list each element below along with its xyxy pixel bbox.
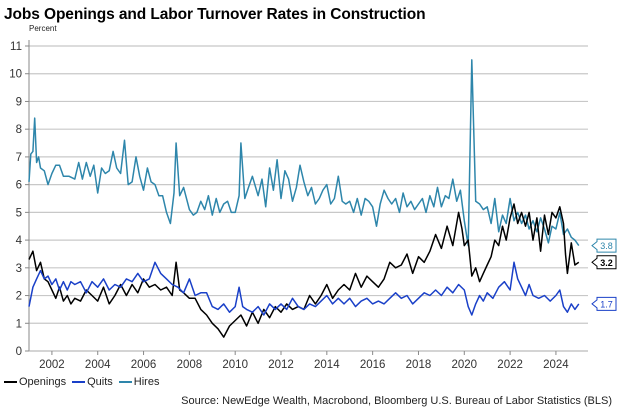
end-label-value: 3.8 — [600, 241, 613, 251]
series-line-openings — [28, 203, 580, 338]
end-label-openings: 3.2 — [591, 255, 617, 270]
legend: Openings Quits Hires — [4, 376, 159, 388]
x-tick-label: 2020 — [451, 359, 477, 371]
x-tick-label: 2022 — [497, 359, 523, 371]
x-tick-label: 2002 — [39, 359, 65, 371]
legend-swatch-openings — [4, 381, 17, 383]
y-tick-label: 5 — [16, 207, 22, 219]
x-tick-label: 2008 — [177, 359, 203, 371]
x-tick-label: 2010 — [222, 359, 248, 371]
x-tick-label: 2024 — [543, 359, 569, 371]
legend-label: Hires — [133, 376, 160, 388]
x-tick-labels: 2002 2004 2006 2008 2010 2012 2014 2016 2018 2020… — [39, 359, 569, 371]
series-line-hires — [28, 59, 580, 247]
x-tick-label: 2006 — [131, 359, 157, 371]
x-tick-label: 2012 — [268, 359, 294, 371]
legend-swatch-hires — [118, 381, 132, 383]
end-label-value: 1.7 — [600, 299, 613, 309]
y-axis-label: Percent — [29, 24, 57, 33]
legend-swatch-quits — [72, 381, 86, 383]
end-label-hires: 3.8 — [591, 238, 617, 253]
x-tick-label: 2004 — [85, 359, 111, 371]
end-label-value: 3.2 — [600, 258, 613, 268]
legend-item-openings[interactable]: Openings — [4, 376, 66, 388]
source-note: Source: NewEdge Wealth, Macrobond, Bloom… — [181, 395, 612, 407]
x-tick-label: 2018 — [406, 359, 432, 371]
y-tick-label: 2 — [16, 291, 22, 303]
y-tick-label: 7 — [16, 152, 22, 164]
y-tick-label: 11 — [10, 41, 22, 53]
legend-item-hires[interactable]: Hires — [118, 376, 160, 388]
end-value-labels: 3.2 1.7 3.8 — [591, 238, 617, 311]
y-tick-label: 4 — [16, 235, 23, 247]
axes — [25, 40, 588, 355]
chart-title: Jobs Openings and Labor Turnover Rates i… — [4, 6, 426, 23]
x-tick-label: 2014 — [314, 359, 340, 371]
y-tick-label: 0 — [16, 346, 22, 358]
legend-label: Quits — [87, 376, 113, 388]
legend-item-quits[interactable]: Quits — [72, 376, 113, 388]
x-tick-label: 2016 — [360, 359, 386, 371]
y-tick-label: 10 — [9, 69, 22, 81]
end-label-box — [591, 296, 617, 311]
legend-label: Openings — [19, 376, 67, 388]
y-tick-label: 9 — [16, 96, 22, 108]
y-tick-label: 8 — [16, 124, 22, 136]
series-line-quits — [28, 261, 580, 316]
y-tick-labels: 0 1 2 3 4 5 6 7 8 9 10 11 — [9, 41, 22, 358]
y-tick-label: 3 — [16, 263, 22, 275]
end-label-box — [591, 255, 617, 270]
end-label-quits: 1.7 — [591, 296, 617, 311]
y-tick-label: 6 — [16, 180, 22, 192]
series-lines — [28, 59, 580, 338]
y-tick-label: 1 — [16, 318, 22, 330]
end-label-box — [591, 238, 617, 253]
